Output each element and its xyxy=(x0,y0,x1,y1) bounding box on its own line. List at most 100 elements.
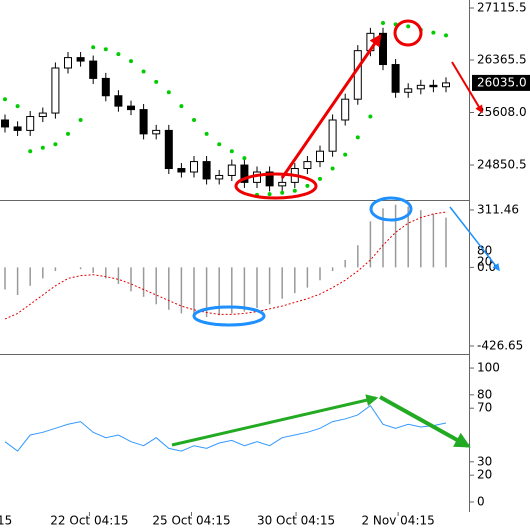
candle-body xyxy=(76,57,85,62)
candle-body xyxy=(64,57,72,69)
candle-body xyxy=(139,109,148,135)
sar-dot xyxy=(66,131,70,136)
y-tick-label: 70 xyxy=(477,401,492,415)
y-tick-label: 311.46 xyxy=(477,202,519,216)
sar-dot xyxy=(305,183,310,188)
candle-body xyxy=(341,98,350,121)
candle-body xyxy=(26,116,35,131)
candle-body xyxy=(114,95,123,107)
x-tick-label: 30 Oct 04:15 xyxy=(257,514,335,528)
sar-dot xyxy=(154,79,159,84)
candle-body xyxy=(404,88,413,93)
sar-dot xyxy=(318,176,322,181)
x-tick-label: 22 Oct 04:15 xyxy=(50,514,128,528)
highlight-circle xyxy=(393,19,423,47)
candle-body xyxy=(51,67,60,114)
candle-body xyxy=(164,129,173,170)
sar-dot xyxy=(343,152,348,157)
sar-dot xyxy=(204,131,209,136)
sar-dot xyxy=(78,118,83,122)
sar-dot xyxy=(280,190,285,195)
sar-dot xyxy=(166,90,171,95)
sar-dot xyxy=(103,47,108,52)
x-tick-label: 04:15 xyxy=(0,514,12,528)
candle-body xyxy=(38,112,47,118)
annotations xyxy=(171,19,500,448)
highlight-circle xyxy=(369,196,413,222)
candle-body xyxy=(278,181,287,187)
sar-dot xyxy=(267,192,272,197)
sar-dot xyxy=(381,20,385,25)
candle-body xyxy=(127,105,135,111)
x-tick-label: 25 Oct 04:15 xyxy=(152,514,230,528)
sar-dot xyxy=(179,104,184,109)
trend-arrow xyxy=(171,394,379,447)
rsi-line xyxy=(4,404,447,452)
candle-body xyxy=(227,164,236,176)
candle-body xyxy=(316,150,324,163)
sar-dot xyxy=(116,52,121,57)
last-price-box xyxy=(472,74,530,91)
sar-dot xyxy=(292,188,297,193)
highlight-circle xyxy=(234,172,318,200)
candle-body xyxy=(429,84,438,88)
sar-dot xyxy=(368,114,373,119)
candle-body xyxy=(13,126,22,131)
last-price-label: 26035.0 xyxy=(477,75,527,89)
sar-dot xyxy=(28,149,33,154)
sar-dot xyxy=(141,69,146,74)
candle-body xyxy=(101,77,110,97)
candle-body xyxy=(328,119,337,152)
sar-dot xyxy=(431,30,436,35)
y-tick-label: 0.0 xyxy=(477,260,496,274)
sar-dot xyxy=(229,149,234,154)
candle-body xyxy=(215,174,224,180)
y-tick-label: 25608.0 xyxy=(477,105,527,119)
y-tick-label: 30 xyxy=(477,454,492,468)
candle-body xyxy=(177,168,186,173)
y-tick-label: 100 xyxy=(477,361,500,375)
sar-dot xyxy=(355,135,360,140)
sar-dot xyxy=(91,45,96,50)
sar-dot xyxy=(330,166,335,171)
candle-body xyxy=(353,50,362,100)
sar-dot xyxy=(53,142,58,147)
sar-dot xyxy=(217,142,222,147)
candle-body xyxy=(152,129,161,135)
y-tick-label: 27115.5 xyxy=(477,1,527,15)
signal-line xyxy=(4,211,447,320)
candle-body xyxy=(89,60,98,79)
y-tick-label: 26365.5 xyxy=(477,53,527,67)
candle-body xyxy=(303,161,312,170)
candle-body xyxy=(442,82,450,88)
candle-body xyxy=(202,161,211,180)
sar-dot xyxy=(444,33,448,38)
y-tick-label: 80 xyxy=(477,387,492,401)
y-tick-label: -426.65 xyxy=(477,339,523,353)
y-tick-label: 20 xyxy=(477,468,492,482)
sar-dot xyxy=(192,118,196,122)
sar-dot xyxy=(3,97,7,102)
candle-body xyxy=(391,64,400,93)
highlight-circle xyxy=(192,305,266,327)
overlay-label: 20 xyxy=(477,255,492,269)
x-tick-label: 2 Nov 04:15 xyxy=(361,514,434,528)
trend-arrow xyxy=(280,34,382,179)
candle-body xyxy=(1,119,9,128)
sar-dot xyxy=(15,104,20,109)
y-tick-label: 0 xyxy=(477,494,485,508)
candle-body xyxy=(240,164,249,183)
candle-body xyxy=(190,161,198,173)
trend-arrow xyxy=(451,61,483,114)
trend-arrow xyxy=(449,206,500,272)
sar-dot xyxy=(406,24,411,29)
y-tick-label: 24850.5 xyxy=(477,158,527,172)
sar-dot xyxy=(129,59,133,64)
sar-dot xyxy=(40,145,45,150)
candle-body xyxy=(416,84,425,90)
trend-arrow xyxy=(379,395,471,448)
candle-body xyxy=(379,32,387,66)
sar-dot xyxy=(242,156,247,161)
